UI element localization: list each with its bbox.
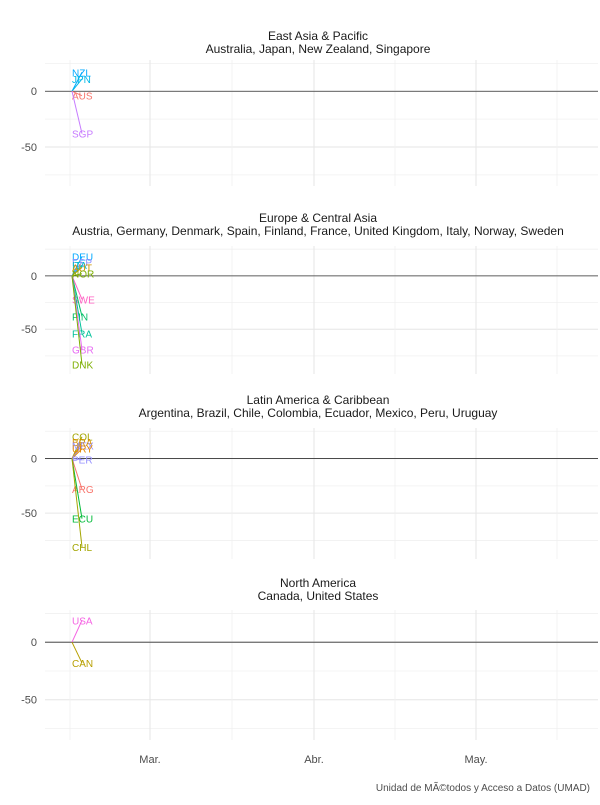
y-tick-label: 0 bbox=[31, 454, 37, 466]
panel-title: Europe & Central Asia bbox=[259, 211, 377, 225]
series-label: DEU bbox=[72, 253, 93, 264]
panel-title: East Asia & Pacific bbox=[268, 29, 368, 43]
series-label: ESP bbox=[72, 258, 92, 269]
series-label: SWE bbox=[72, 295, 95, 306]
series-label: NOR bbox=[72, 270, 94, 281]
series-line bbox=[71, 458, 83, 490]
series-label: ITA bbox=[72, 261, 87, 272]
series-label: AUT bbox=[72, 263, 92, 274]
series-line bbox=[71, 78, 83, 92]
panel-subtitle: Australia, Japan, New Zealand, Singapore bbox=[206, 42, 431, 56]
series-line bbox=[71, 90, 83, 97]
series-line bbox=[71, 275, 83, 300]
series-line bbox=[71, 91, 83, 134]
series-label: BRA bbox=[72, 438, 93, 449]
series-label: CAN bbox=[72, 659, 93, 670]
panel-subtitle: Argentina, Brazil, Chile, Colombia, Ecua… bbox=[139, 406, 498, 420]
source-caption: Unidad de MÃ©todos y Acceso a Datos (UMA… bbox=[375, 783, 590, 794]
series-label: NZL bbox=[72, 68, 91, 79]
series-label: URY bbox=[72, 445, 93, 456]
series-line bbox=[71, 458, 83, 548]
series-label: GBR bbox=[72, 345, 94, 356]
series-line bbox=[71, 72, 83, 92]
x-tick-label: Abr. bbox=[304, 754, 324, 766]
series-label: FIN bbox=[72, 312, 88, 323]
panel-subtitle: Austria, Germany, Denmark, Spain, Finlan… bbox=[72, 224, 564, 238]
y-tick-label: -50 bbox=[21, 142, 37, 154]
x-tick-label: May. bbox=[464, 754, 487, 766]
series-label: ARG bbox=[72, 485, 94, 496]
series-line bbox=[71, 641, 83, 664]
series-line bbox=[71, 266, 83, 277]
y-tick-label: -50 bbox=[21, 695, 37, 707]
series-label: ECU bbox=[72, 515, 93, 526]
y-tick-label: -50 bbox=[21, 508, 37, 520]
series-line bbox=[71, 275, 83, 365]
x-tick-label: Mar. bbox=[139, 754, 160, 766]
series-label: CHL bbox=[72, 543, 92, 554]
series-label: DNK bbox=[72, 360, 93, 371]
y-tick-label: 0 bbox=[31, 637, 37, 649]
y-tick-label: 0 bbox=[31, 86, 37, 98]
series-label: SGP bbox=[72, 130, 93, 141]
series-line bbox=[71, 448, 83, 459]
y-tick-label: -50 bbox=[21, 324, 37, 336]
series-label: COL bbox=[72, 433, 93, 444]
series-label: PER bbox=[72, 456, 93, 467]
series-line bbox=[71, 273, 83, 277]
series-line bbox=[71, 256, 83, 277]
series-label: AUS bbox=[72, 92, 93, 103]
panel-subtitle: Canada, United States bbox=[258, 589, 379, 603]
series-label: USA bbox=[72, 616, 93, 627]
series-label: JPN bbox=[72, 75, 91, 86]
series-line bbox=[71, 458, 83, 461]
y-tick-label: 0 bbox=[31, 271, 37, 283]
panel-title: North America bbox=[280, 576, 356, 590]
series-line bbox=[71, 620, 83, 643]
panel-title: Latin America & Caribbean bbox=[247, 393, 390, 407]
series-line bbox=[71, 458, 83, 519]
series-label: MEX bbox=[72, 441, 94, 452]
series-label: FRA bbox=[72, 329, 92, 340]
